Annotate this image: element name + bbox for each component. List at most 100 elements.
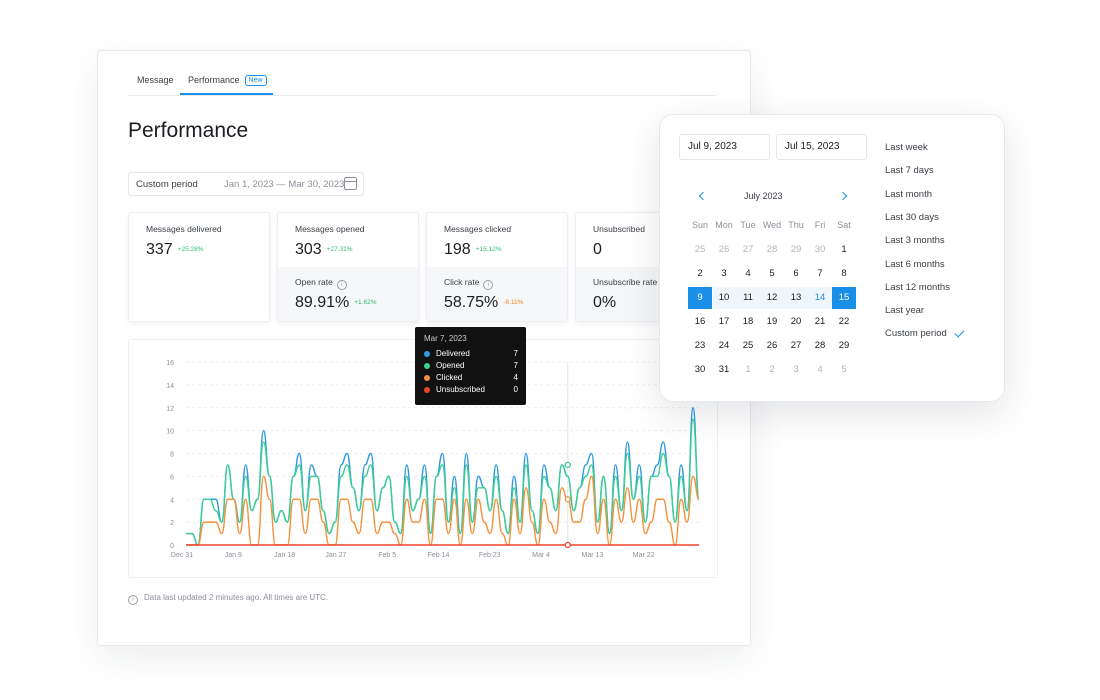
stat-sub-value: 58.75% -8.11% <box>444 294 523 312</box>
calendar-day[interactable]: 27 <box>742 244 754 255</box>
tab-bar: Message Performance New <box>128 69 716 96</box>
calendar-day[interactable]: 3 <box>721 268 727 279</box>
preset-last-month[interactable]: Last month <box>885 188 932 200</box>
stat-sub-title: Open rate i <box>295 277 347 290</box>
preset-last-12-months[interactable]: Last 12 months <box>885 281 950 293</box>
stat-title: Messages delivered <box>146 224 222 234</box>
calendar-day[interactable]: 10 <box>718 292 730 303</box>
tab-message[interactable]: Message <box>137 75 174 85</box>
calendar-day[interactable]: 14 <box>814 292 826 303</box>
calendar-day[interactable]: 31 <box>718 364 730 375</box>
footer-text: Data last updated 2 minutes ago. All tim… <box>144 593 329 602</box>
calendar-day[interactable]: 17 <box>718 316 730 327</box>
x-tick-label: Feb 5 <box>378 552 396 559</box>
calendar-day[interactable]: 22 <box>838 316 850 327</box>
calendar-day[interactable]: 30 <box>694 364 706 375</box>
calendar-day[interactable]: 15 <box>832 287 856 309</box>
legend-dot <box>424 375 430 381</box>
calendar-day[interactable]: 23 <box>694 340 706 351</box>
calendar-day[interactable]: 5 <box>841 364 847 375</box>
stat-value-number: 303 <box>295 241 322 258</box>
calendar-day[interactable]: 21 <box>814 316 826 327</box>
stat-value-number: 337 <box>146 241 173 258</box>
y-tick-label: 16 <box>166 360 174 367</box>
calendar-day[interactable]: 19 <box>766 316 778 327</box>
calendar-day[interactable]: 29 <box>838 340 850 351</box>
tooltip-series-value: 4 <box>513 373 518 382</box>
calendar-icon <box>344 177 357 190</box>
new-badge: New <box>244 75 267 86</box>
start-date-input[interactable]: Jul 9, 2023 <box>679 134 770 160</box>
preset-last-3-months[interactable]: Last 3 months <box>885 235 945 247</box>
calendar-day[interactable]: 28 <box>766 244 778 255</box>
preset-last-week[interactable]: Last week <box>885 142 928 153</box>
calendar-day[interactable]: 12 <box>766 292 778 303</box>
calendar-day[interactable]: 16 <box>694 316 706 327</box>
tooltip-series-name: Delivered <box>436 349 470 358</box>
tab-performance[interactable]: Performance New <box>188 75 267 86</box>
preset-last-7-days[interactable]: Last 7 days <box>885 165 934 177</box>
calendar-day[interactable]: 18 <box>742 316 754 327</box>
calendar-day[interactable]: 2 <box>697 268 703 279</box>
weekday-label: Wed <box>762 220 782 230</box>
calendar-day[interactable]: 3 <box>793 364 799 375</box>
calendar-day[interactable]: 25 <box>742 340 754 351</box>
stat-sub-value: 89.91% +1.62% <box>295 294 377 312</box>
start-date-value: Jul 9, 2023 <box>688 141 737 152</box>
calendar-day[interactable]: 4 <box>817 364 823 375</box>
series-line-opened <box>185 418 700 546</box>
calendar-day[interactable]: 26 <box>718 244 730 255</box>
y-tick-label: 10 <box>166 429 174 436</box>
calendar-day[interactable]: 20 <box>790 316 802 327</box>
preset-last-year[interactable]: Last year <box>885 305 925 317</box>
calendar-day[interactable]: 28 <box>814 340 826 351</box>
stat-value: 337 +25.28% <box>146 241 204 259</box>
y-tick-label: 2 <box>170 520 174 527</box>
stat-title: Messages clicked <box>444 224 512 234</box>
preset-last-6-months[interactable]: Last 6 months <box>885 258 945 270</box>
date-range-picker: Jul 9, 2023 Jul 15, 2023 July 2023 Sun Mo… <box>659 114 1005 402</box>
info-icon[interactable]: i <box>336 280 347 290</box>
calendar-day[interactable]: 7 <box>817 268 823 279</box>
hover-marker <box>564 461 571 469</box>
y-tick-label: 8 <box>170 452 174 459</box>
calendar-day[interactable]: 27 <box>790 340 802 351</box>
legend-dot <box>424 351 430 357</box>
calendar-day[interactable]: 13 <box>790 292 802 303</box>
period-selector[interactable]: Custom period Jan 1, 2023 — Mar 30, 2023 <box>128 172 364 196</box>
info-icon: i <box>128 595 138 605</box>
tooltip-series-value: 0 <box>513 385 518 394</box>
tooltip-date: Mar 7, 2023 <box>424 334 467 343</box>
calendar-day[interactable]: 6 <box>793 268 799 279</box>
calendar-day[interactable]: 5 <box>769 268 775 279</box>
calendar-day[interactable]: 25 <box>694 244 706 255</box>
stat-sub-value-number: 89.91% <box>295 294 350 311</box>
calendar-day[interactable]: 8 <box>841 268 847 279</box>
calendar-day[interactable]: 29 <box>790 244 802 255</box>
calendar-day[interactable]: 1 <box>841 244 847 255</box>
chart-tooltip: Mar 7, 2023 Delivered 7 Opened 7 Clicked 4 … <box>415 327 526 405</box>
end-date-input[interactable]: Jul 15, 2023 <box>776 134 867 160</box>
calendar-day[interactable]: 11 <box>743 292 753 303</box>
preset-custom-period[interactable]: Custom period <box>885 328 947 340</box>
month-label: July 2023 <box>744 191 783 201</box>
calendar-day[interactable]: 4 <box>745 268 751 279</box>
calendar-day[interactable]: 30 <box>814 244 826 255</box>
chevron-right-icon[interactable] <box>839 191 849 201</box>
weekday-label: Fri <box>814 220 826 230</box>
chevron-left-icon[interactable] <box>697 191 707 201</box>
x-tick-label: Jan 9 <box>225 552 242 559</box>
stat-title: Unsubscribed <box>593 224 645 234</box>
calendar-day[interactable]: 9 <box>688 287 712 309</box>
preset-last-30-days[interactable]: Last 30 days <box>885 211 939 223</box>
calendar-day[interactable]: 24 <box>718 340 730 351</box>
line-chart[interactable]: 0 2 4 6 8 10 12 14 16 Dec 31 Jan 9 Jan 18 Jan 27 Feb … <box>129 340 717 577</box>
calendar-day[interactable]: 1 <box>745 364 751 375</box>
x-tick-label: Feb 14 <box>428 552 450 559</box>
calendar-day[interactable]: 2 <box>769 364 775 375</box>
calendar-day[interactable]: 26 <box>766 340 778 351</box>
checkmark-icon <box>954 327 965 338</box>
weekday-label: Tue <box>740 220 756 230</box>
info-icon[interactable]: i <box>483 280 494 290</box>
stat-sub-delta: -8.11% <box>503 299 524 306</box>
